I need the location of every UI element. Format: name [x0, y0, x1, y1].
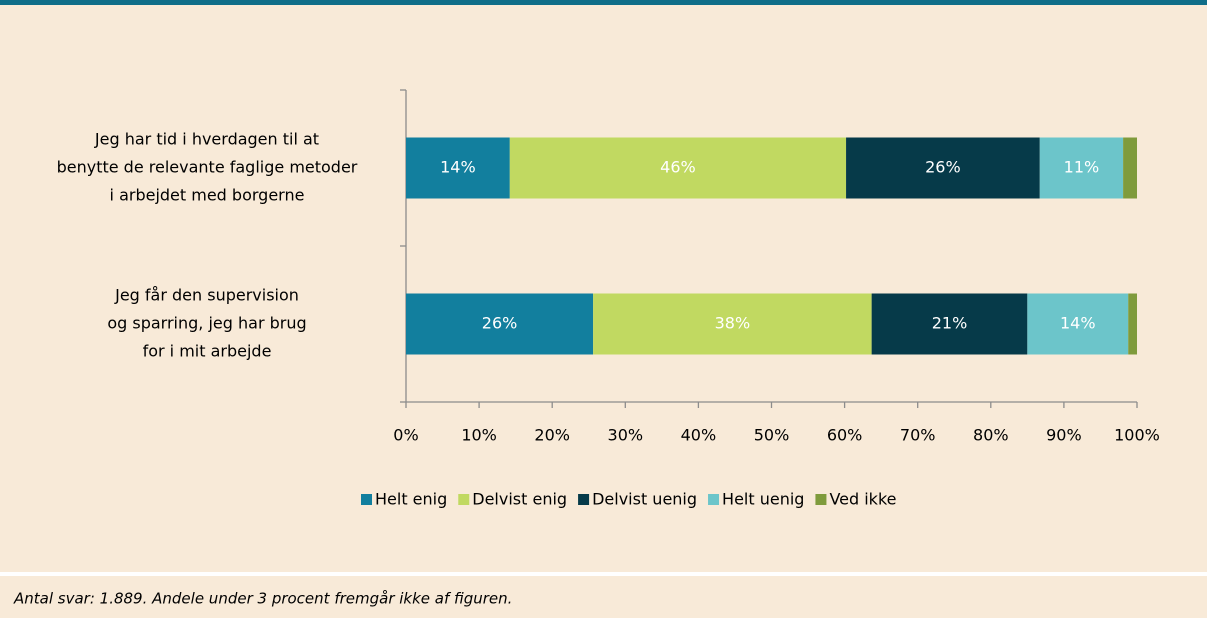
category-label: i arbejdet med borgerne: [110, 186, 305, 205]
bar-segment: [1027, 293, 1129, 355]
legend-swatch: [815, 494, 827, 505]
x-tick-label: 20%: [534, 426, 570, 445]
legend-swatch: [708, 494, 720, 505]
legend-swatch: [361, 494, 372, 505]
x-tick-label: 30%: [608, 426, 644, 445]
bar-segment: [406, 137, 510, 199]
x-tick-label: 80%: [973, 426, 1009, 445]
x-tick-label: 90%: [1046, 426, 1082, 445]
data-label: 21%: [932, 314, 968, 333]
x-tick-label: 50%: [754, 426, 790, 445]
top-bar: [0, 0, 1207, 5]
category-label: og sparring, jeg har brug: [107, 314, 306, 333]
bar-segment: [593, 293, 872, 355]
x-tick-label: 60%: [827, 426, 863, 445]
data-label: 26%: [482, 314, 518, 333]
note-background: [0, 576, 1207, 618]
x-tick-label: 70%: [900, 426, 936, 445]
bar-segment: [406, 293, 594, 355]
note: Antal svar: 1.889. Andele under 3 procen…: [13, 590, 512, 608]
x-tick-label: 40%: [681, 426, 717, 445]
bar-segment: [871, 293, 1028, 355]
data-label: 46%: [660, 158, 696, 177]
legend-swatch: [458, 494, 470, 505]
category-label: benytte de relevante faglige metoder: [57, 158, 358, 177]
legend-label: Delvist enig: [472, 490, 567, 509]
bar-segment: [846, 137, 1040, 199]
data-label: 14%: [1060, 314, 1096, 333]
bar-segment: [509, 137, 847, 199]
category-label: Jeg har tid i hverdagen til at: [94, 130, 319, 149]
legend-label: Helt enig: [375, 490, 447, 509]
data-label: 38%: [715, 314, 751, 333]
category-label: for i mit arbejde: [143, 342, 272, 361]
data-label: 26%: [925, 158, 961, 177]
chart-background: [0, 0, 1207, 572]
x-tick-label: 0%: [393, 426, 418, 445]
data-label: 11%: [1064, 158, 1100, 177]
x-tick-label: 10%: [461, 426, 497, 445]
bar-segment: [1128, 293, 1137, 355]
x-tick-label: 100%: [1114, 426, 1160, 445]
legend-label: Ved ikke: [829, 490, 896, 509]
bar-segment: [1039, 137, 1124, 199]
category-label: Jeg får den supervision: [114, 286, 299, 305]
legend-label: Delvist uenig: [592, 490, 697, 509]
data-label: 14%: [440, 158, 476, 177]
bar-segment: [1123, 137, 1137, 199]
legend-label: Helt uenig: [722, 490, 804, 509]
legend-swatch: [578, 494, 590, 505]
